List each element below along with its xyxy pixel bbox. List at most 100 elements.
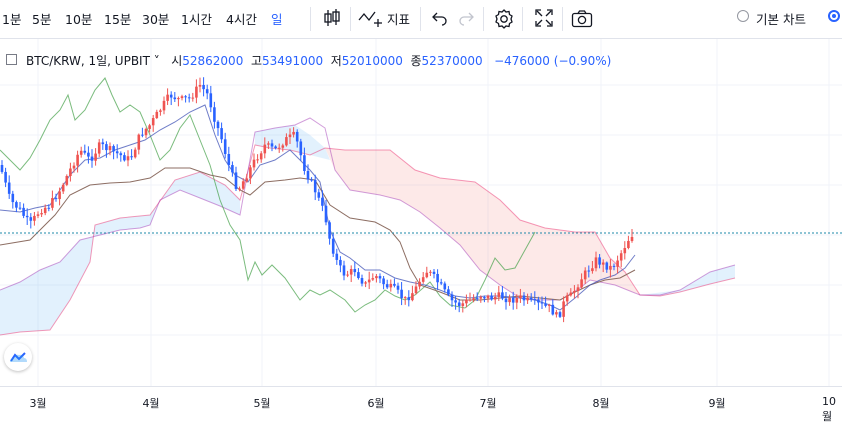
candle-body [313,179,317,193]
candle-body [184,96,187,98]
candle-body [497,292,501,297]
candle-body [47,207,51,209]
candle-body [69,168,72,177]
candle-body [537,299,540,303]
candle-body [79,150,83,155]
candle-body [371,278,375,280]
candle-body [576,287,580,292]
candle-body [583,270,587,280]
x-axis-divider [0,386,842,387]
open-value: 52862000 [182,54,244,68]
candle-body [310,179,313,181]
candle-body [148,125,151,129]
basic-chart-radio[interactable] [737,10,749,22]
candle-body [367,279,371,283]
candle-body [108,146,112,151]
candle-body [339,259,342,266]
high-value: 53491000 [262,54,324,68]
open-label: 시 [171,54,183,68]
candle-body [259,153,263,160]
candle-body [195,86,198,98]
ichimoku-cloud-bullish [0,172,240,335]
candle-body [274,146,277,149]
candle-body [198,84,202,87]
candle-body [396,285,400,290]
candle-body [490,295,493,300]
candle-body [414,286,418,294]
candle-body [58,191,61,200]
interval-10m[interactable]: 10분 [65,12,93,27]
candle-body [36,214,40,216]
low-value: 52010000 [341,54,403,68]
candle-body [177,98,180,100]
tradingview-chart-radio[interactable] [828,10,840,22]
candle-body [591,268,594,272]
basic-chart-label[interactable]: 기본 차트 [756,12,806,27]
candle-body [83,150,87,153]
candle-body [529,297,533,300]
indicators-icon[interactable] [358,8,384,32]
ichimoku-cloud-bullish [255,125,330,160]
candle-body [493,296,497,300]
symbol-title[interactable]: BTC/KRW, 1일, UPBIT [26,54,150,68]
candle-style-icon[interactable] [323,8,341,32]
indicators-button[interactable]: 지표 [387,12,411,27]
candle-body [619,253,623,261]
candle-body [324,205,328,223]
candle-body [321,197,324,206]
candle-body [245,178,249,182]
candle-body [101,142,105,145]
fullscreen-icon[interactable] [534,8,554,32]
symbol-dropdown-icon[interactable]: ˅ [149,54,160,68]
candle-body [51,198,54,208]
x-tick-label: 6월 [367,397,385,410]
candle-body [234,172,238,189]
candle-body [504,298,508,303]
candle-body [378,276,382,279]
candle-body [573,291,576,293]
candle-body [389,283,393,288]
price-chart[interactable] [0,39,842,427]
candle-body [123,155,126,161]
candle-body [454,300,457,303]
candle-body [213,107,216,122]
legend-collapse-icon[interactable] [6,54,17,65]
redo-icon[interactable] [458,10,476,30]
interval-4h[interactable]: 4시간 [226,12,257,27]
candle-body [403,297,407,299]
candle-body [450,294,454,301]
candle-body [277,147,281,149]
symbol-legend: BTC/KRW, 1일, UPBIT ˅ 시52862000 고53491000… [26,52,611,69]
x-tick-label: 9월 [708,397,726,410]
candle-body [303,155,306,171]
candle-body [443,283,447,290]
candle-body [357,272,360,279]
candle-body [22,207,25,216]
candle-body [115,151,119,154]
candle-body [421,277,425,282]
interval-15m[interactable]: 15분 [104,12,132,27]
settings-gear-icon[interactable] [493,8,515,34]
candle-body [97,142,101,154]
interval-1m[interactable]: 1분 [2,12,22,27]
candle-body [162,100,166,111]
close-label: 종 [410,54,422,68]
x-tick-label: 10월 [822,395,836,423]
candle-body [623,248,627,254]
camera-icon[interactable] [571,9,593,33]
interval-5m[interactable]: 5분 [32,12,52,27]
candle-body [288,134,292,138]
toolbar-divider [522,7,523,31]
tradingview-logo-button[interactable] [4,343,32,371]
candle-body [335,253,339,260]
candle-body [331,238,335,254]
undo-icon[interactable] [430,10,448,30]
interval-1h[interactable]: 1시간 [181,12,212,27]
interval-30m[interactable]: 30분 [142,12,170,27]
candle-body [40,213,43,215]
interval-1d[interactable]: 일 [271,12,283,27]
candle-body [353,269,357,273]
cloud-logo-icon [10,352,27,362]
candle-body [87,152,90,157]
candle-body [11,193,15,203]
